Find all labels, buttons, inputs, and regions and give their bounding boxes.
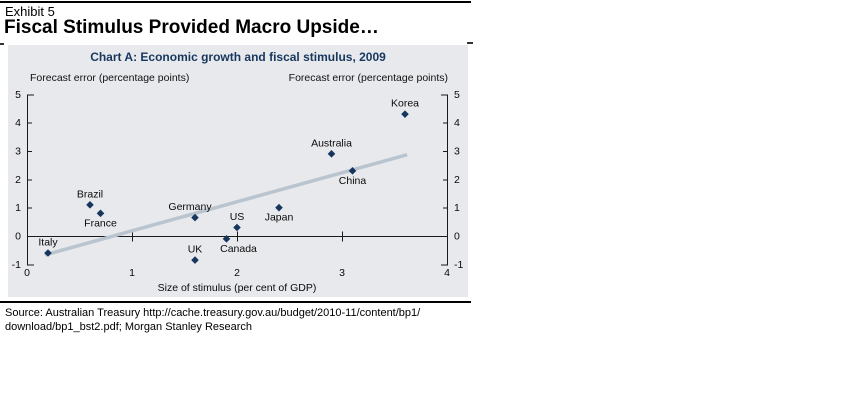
data-point-label: Germany <box>168 201 212 213</box>
data-point <box>44 249 52 257</box>
data-point-label: US <box>230 211 245 223</box>
data-point-label: Korea <box>391 98 419 110</box>
chart-panel: Chart A: Economic growth and fiscal stim… <box>8 45 468 297</box>
chart-title: Chart A: Economic growth and fiscal stim… <box>90 50 386 64</box>
x-tick-label: 1 <box>129 267 135 279</box>
data-point <box>222 235 231 243</box>
data-point-label: China <box>339 175 367 187</box>
left-axis-label: Forecast error (percentage points) <box>30 72 190 84</box>
x-tick-label: 0 <box>24 267 30 279</box>
data-point <box>191 256 199 264</box>
y-tick-label-right: 2 <box>454 174 460 186</box>
data-point-label: Italy <box>38 236 58 248</box>
data-point <box>327 150 336 158</box>
data-point <box>401 110 409 118</box>
x-tick-label: 4 <box>444 267 450 279</box>
trend-line <box>44 152 408 257</box>
y-tick-label-left: 2 <box>15 174 21 186</box>
y-tick-label-left: 0 <box>15 230 21 242</box>
y-tick-label-right: 0 <box>454 230 460 242</box>
x-tick-label: 3 <box>339 267 345 279</box>
data-point-label: Japan <box>265 212 294 224</box>
x-axis-title: Size of stimulus (per cent of GDP) <box>158 282 317 294</box>
bottom-divider <box>0 301 471 303</box>
data-point <box>233 223 241 232</box>
y-tick-label-right: 5 <box>454 89 460 101</box>
data-point <box>96 209 105 218</box>
source-line-1: Source: Australian Treasury http://cache… <box>5 307 421 319</box>
y-tick-label-left: 5 <box>15 89 21 101</box>
y-tick-label-left: 3 <box>15 145 21 157</box>
source-line-2: download/bp1_bst2.pdf; Morgan Stanley Re… <box>5 321 253 333</box>
y-tick-label-right: 4 <box>454 117 460 129</box>
data-point <box>191 213 199 222</box>
data-point-label: France <box>84 217 117 229</box>
exhibit-label: Exhibit 5 <box>5 4 55 19</box>
y-tick-label-right: -1 <box>454 259 463 271</box>
y-tick-label-left: -1 <box>12 259 21 271</box>
data-point-label: Brazil <box>77 188 103 200</box>
y-tick-label-left: 1 <box>15 202 21 214</box>
y-tick-label-left: 4 <box>15 117 21 129</box>
top-divider <box>0 1 471 3</box>
data-point <box>86 201 94 209</box>
right-axis-label: Forecast error (percentage points) <box>288 72 448 84</box>
border-artifact-left <box>0 43 4 45</box>
y-tick-label-right: 3 <box>454 145 460 157</box>
data-point-label: UK <box>188 244 203 256</box>
x-tick-label: 2 <box>234 267 240 279</box>
source-note: Source: Australian Treasury http://cache… <box>5 306 475 334</box>
data-point-label: Australia <box>311 137 352 149</box>
data-point-label: Canada <box>220 243 257 255</box>
data-point <box>275 203 283 212</box>
y-tick-label-right: 1 <box>454 202 460 214</box>
border-artifact-right <box>467 42 473 44</box>
page-title: Fiscal Stimulus Provided Macro Upside… <box>4 17 379 38</box>
